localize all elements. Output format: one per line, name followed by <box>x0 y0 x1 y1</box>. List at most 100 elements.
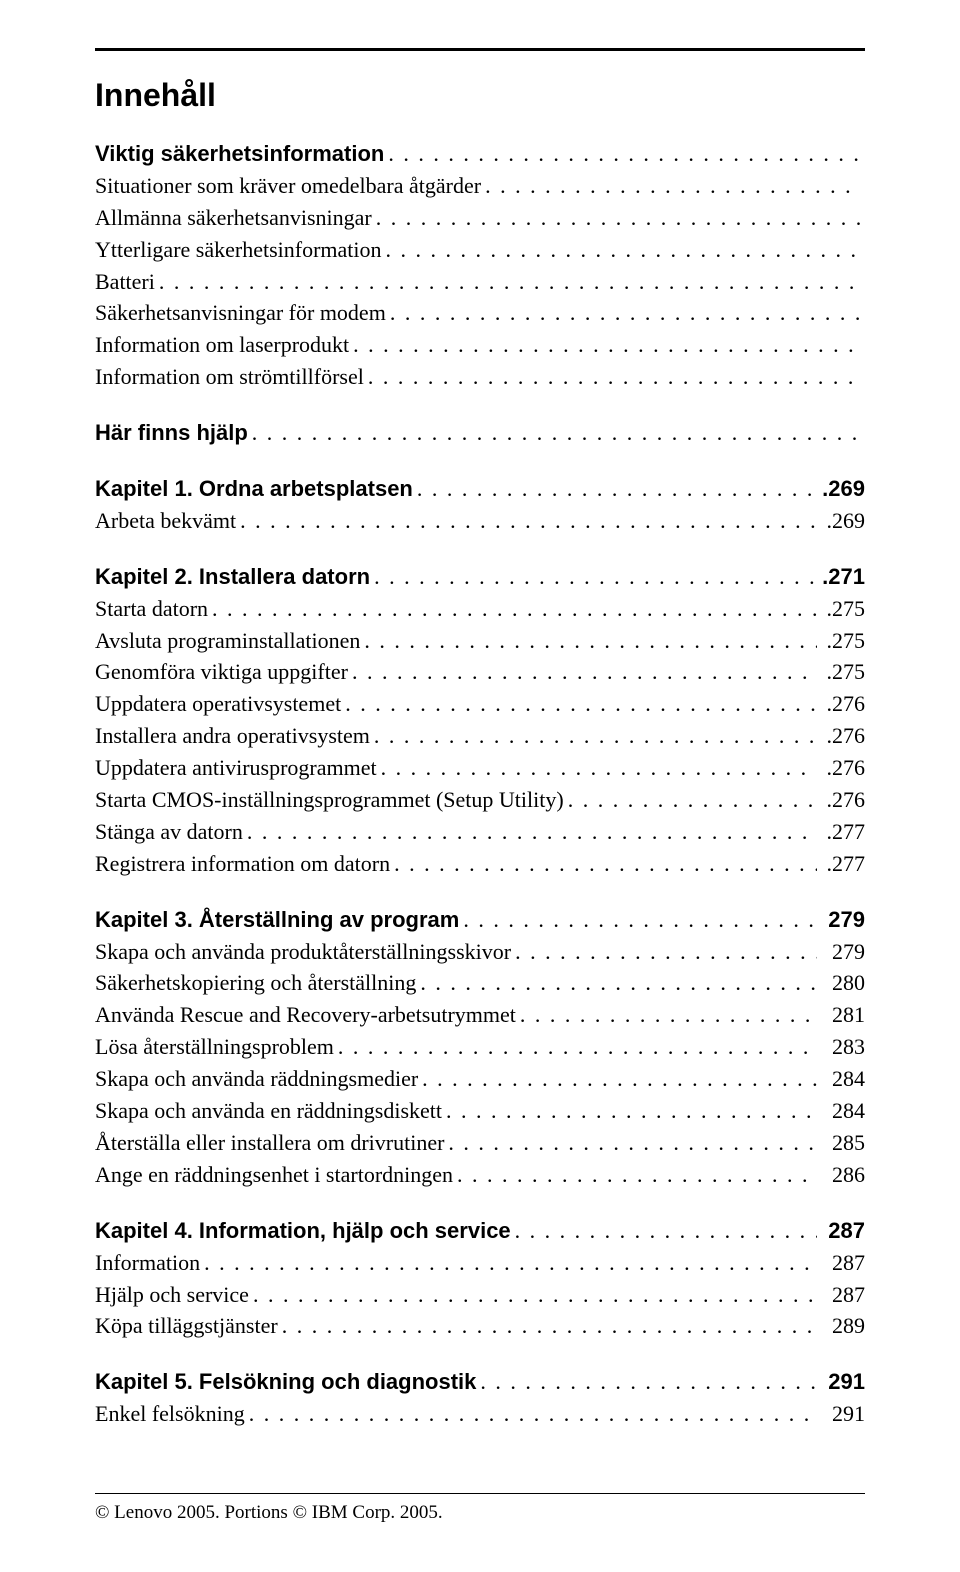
toc-heading-label: Kapitel 5. Felsökning och diagnostik <box>95 1366 476 1398</box>
toc-leader <box>345 688 817 720</box>
toc-entry-page: .275 <box>821 656 865 688</box>
toc-entry: Information om strömtillförsel <box>95 361 865 393</box>
toc-entry-label: Allmänna säkerhetsanvisningar <box>95 202 372 234</box>
toc-entry: Uppdatera operativsystemet.276 <box>95 688 865 720</box>
toc-entry: Starta datorn.275 <box>95 593 865 625</box>
toc-heading-page: 287 <box>821 1215 865 1247</box>
toc-leader <box>253 1279 817 1311</box>
toc-entry-label: Återställa eller installera om drivrutin… <box>95 1127 444 1159</box>
toc-leader <box>448 1127 817 1159</box>
toc-entry: Information 287 <box>95 1247 865 1279</box>
toc-leader <box>159 266 861 298</box>
toc-entry-page: 279 <box>821 936 865 968</box>
toc-section: Kapitel 1. Ordna arbetsplatsen .269 Arbeta… <box>95 473 865 537</box>
toc-entry: Skapa och använda räddningsmedier 284 <box>95 1063 865 1095</box>
footer-copyright: © Lenovo 2005. Portions © IBM Corp. 2005… <box>95 1493 865 1524</box>
toc-heading: Kapitel 3. Återställning av program 279 <box>95 904 865 936</box>
toc-section: Här finns hjälp <box>95 417 865 449</box>
toc-entry-label: Skapa och använda räddningsmedier <box>95 1063 418 1095</box>
toc-entry: Återställa eller installera om drivrutin… <box>95 1127 865 1159</box>
toc-entry-page: 283 <box>821 1031 865 1063</box>
toc-leader <box>420 967 817 999</box>
toc-entry-label: Säkerhetsanvisningar för modem <box>95 297 386 329</box>
toc-leader <box>390 297 861 329</box>
toc-container: Viktig säkerhetsinformationSituationer s… <box>95 138 865 1430</box>
toc-leader <box>568 784 817 816</box>
toc-entry-label: Säkerhetskopiering och återställning <box>95 967 416 999</box>
toc-entry: Registrera information om datorn .277 <box>95 848 865 880</box>
toc-entry-label: Situationer som kräver omedelbara åtgärd… <box>95 170 481 202</box>
toc-entry-page: 286 <box>821 1159 865 1191</box>
toc-leader <box>212 593 817 625</box>
toc-leader <box>515 1215 817 1247</box>
toc-leader <box>368 361 861 393</box>
toc-entry-label: Registrera information om datorn <box>95 848 390 880</box>
toc-leader <box>386 234 861 266</box>
toc-entry: Genomföra viktiga uppgifter .275 <box>95 656 865 688</box>
toc-leader <box>463 904 817 936</box>
toc-leader <box>381 752 817 784</box>
toc-section: Kapitel 5. Felsökning och diagnostik 291… <box>95 1366 865 1430</box>
toc-heading: Viktig säkerhetsinformation <box>95 138 865 170</box>
toc-heading-label: Kapitel 1. Ordna arbetsplatsen <box>95 473 413 505</box>
toc-heading-label: Kapitel 2. Installera datorn <box>95 561 370 593</box>
toc-leader <box>352 656 817 688</box>
toc-heading: Här finns hjälp <box>95 417 865 449</box>
toc-leader <box>374 720 817 752</box>
toc-heading-page: .269 <box>821 473 865 505</box>
toc-heading: Kapitel 1. Ordna arbetsplatsen .269 <box>95 473 865 505</box>
toc-entry: Allmänna säkerhetsanvisningar <box>95 202 865 234</box>
toc-heading-page: .271 <box>821 561 865 593</box>
toc-leader <box>376 202 861 234</box>
toc-entry-label: Stänga av datorn <box>95 816 243 848</box>
toc-entry-page: 287 <box>821 1279 865 1311</box>
toc-entry: Situationer som kräver omedelbara åtgärd… <box>95 170 865 202</box>
page-title: Innehåll <box>95 77 865 114</box>
toc-entry-label: Information <box>95 1247 200 1279</box>
toc-entry-page: .275 <box>821 625 865 657</box>
toc-entry-page: .275 <box>821 593 865 625</box>
toc-leader <box>338 1031 817 1063</box>
toc-leader <box>364 625 817 657</box>
toc-entry-label: Information om laserprodukt <box>95 329 349 361</box>
toc-entry-label: Starta CMOS-inställningsprogrammet (Setu… <box>95 784 564 816</box>
toc-entry: Starta CMOS-inställningsprogrammet (Setu… <box>95 784 865 816</box>
toc-entry-page: .276 <box>821 720 865 752</box>
toc-section: Kapitel 3. Återställning av program 279S… <box>95 904 865 1191</box>
toc-leader <box>204 1247 817 1279</box>
toc-heading-page: 291 <box>821 1366 865 1398</box>
toc-entry: Enkel felsökning 291 <box>95 1398 865 1430</box>
toc-entry-label: Arbeta bekvämt <box>95 505 236 537</box>
toc-leader <box>394 848 817 880</box>
toc-entry-label: Uppdatera antivirusprogrammet <box>95 752 377 784</box>
toc-entry: Ytterligare säkerhetsinformation <box>95 234 865 266</box>
toc-entry-page: 289 <box>821 1310 865 1342</box>
toc-leader <box>247 816 817 848</box>
toc-entry-page: .277 <box>821 848 865 880</box>
toc-entry-page: .276 <box>821 752 865 784</box>
toc-leader <box>520 999 817 1031</box>
toc-entry: Skapa och använda en räddningsdiskett 28… <box>95 1095 865 1127</box>
toc-entry: Säkerhetsanvisningar för modem <box>95 297 865 329</box>
toc-heading-label: Kapitel 3. Återställning av program <box>95 904 459 936</box>
toc-entry-page: 280 <box>821 967 865 999</box>
toc-leader <box>480 1366 817 1398</box>
toc-entry-label: Hjälp och service <box>95 1279 249 1311</box>
toc-section: Kapitel 2. Installera datorn .271Starta d… <box>95 561 865 880</box>
toc-entry-page: 287 <box>821 1247 865 1279</box>
toc-leader <box>485 170 861 202</box>
toc-section: Viktig säkerhetsinformationSituationer s… <box>95 138 865 393</box>
toc-entry-label: Ytterligare säkerhetsinformation <box>95 234 382 266</box>
toc-entry-label: Ange en räddningsenhet i startordningen <box>95 1159 453 1191</box>
toc-leader <box>252 417 861 449</box>
toc-leader <box>353 329 861 361</box>
toc-entry: Lösa återställningsproblem 283 <box>95 1031 865 1063</box>
toc-entry: Hjälp och service 287 <box>95 1279 865 1311</box>
toc-leader <box>422 1063 817 1095</box>
toc-entry-label: Uppdatera operativsystemet <box>95 688 341 720</box>
toc-entry-page: .277 <box>821 816 865 848</box>
toc-leader <box>240 505 817 537</box>
toc-leader <box>457 1159 817 1191</box>
toc-entry: Säkerhetskopiering och återställning 280 <box>95 967 865 999</box>
toc-entry-label: Genomföra viktiga uppgifter <box>95 656 348 688</box>
